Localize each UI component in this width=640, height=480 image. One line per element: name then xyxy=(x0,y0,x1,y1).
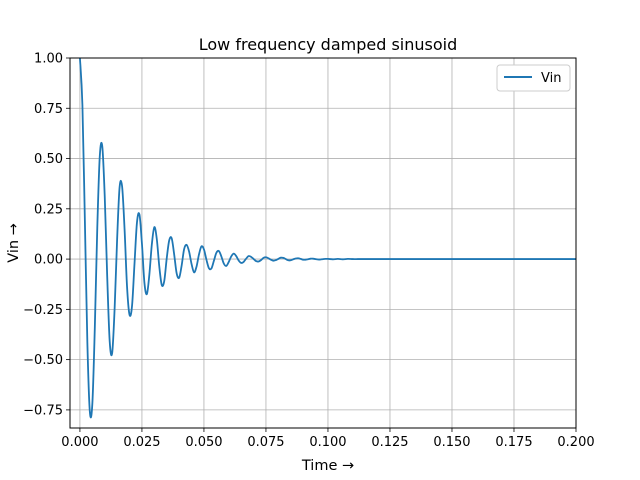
plot-area xyxy=(69,57,577,429)
y-tick-label: 0.00 xyxy=(34,253,63,268)
series-line-vin xyxy=(79,57,576,419)
y-tick-label: 0.25 xyxy=(34,202,63,217)
chart-title: Low frequency damped sinusoid xyxy=(199,35,458,54)
series-group xyxy=(79,57,576,419)
y-tick-label: −0.50 xyxy=(23,353,63,368)
y-tick-label: −0.25 xyxy=(23,303,63,318)
legend-box xyxy=(496,64,571,92)
x-tick-label: 0.125 xyxy=(371,435,408,450)
x-tick-label: 0.150 xyxy=(433,435,470,450)
x-tick-label: 0.100 xyxy=(309,435,346,450)
y-axis: −0.75 −0.50 −0.25 0.00 0.25 0.50 0.75 1.00 xyxy=(23,52,70,418)
legend: Vin xyxy=(496,64,571,92)
plot-background xyxy=(70,58,576,428)
plot-frame xyxy=(69,57,577,429)
x-axis: 0.000 0.025 0.050 0.075 0.100 0.125 0.150 0.175… xyxy=(61,428,595,450)
y-axis-label: Vin → xyxy=(6,223,22,263)
x-tick-label: 0.050 xyxy=(185,435,222,450)
x-tick-label: 0.075 xyxy=(247,435,284,450)
x-axis-label: Time → xyxy=(301,458,354,474)
y-tick-label: 0.75 xyxy=(34,102,63,117)
x-tick-label: 0.200 xyxy=(557,435,594,450)
y-tick-label: −0.75 xyxy=(23,403,63,418)
y-tick-label: 0.50 xyxy=(34,152,63,167)
y-tick-label: 1.00 xyxy=(34,52,63,67)
x-tick-label: 0.175 xyxy=(495,435,532,450)
legend-label-vin: Vin xyxy=(541,71,561,86)
x-tick-label: 0.000 xyxy=(61,435,98,450)
x-tick-label: 0.025 xyxy=(123,435,160,450)
